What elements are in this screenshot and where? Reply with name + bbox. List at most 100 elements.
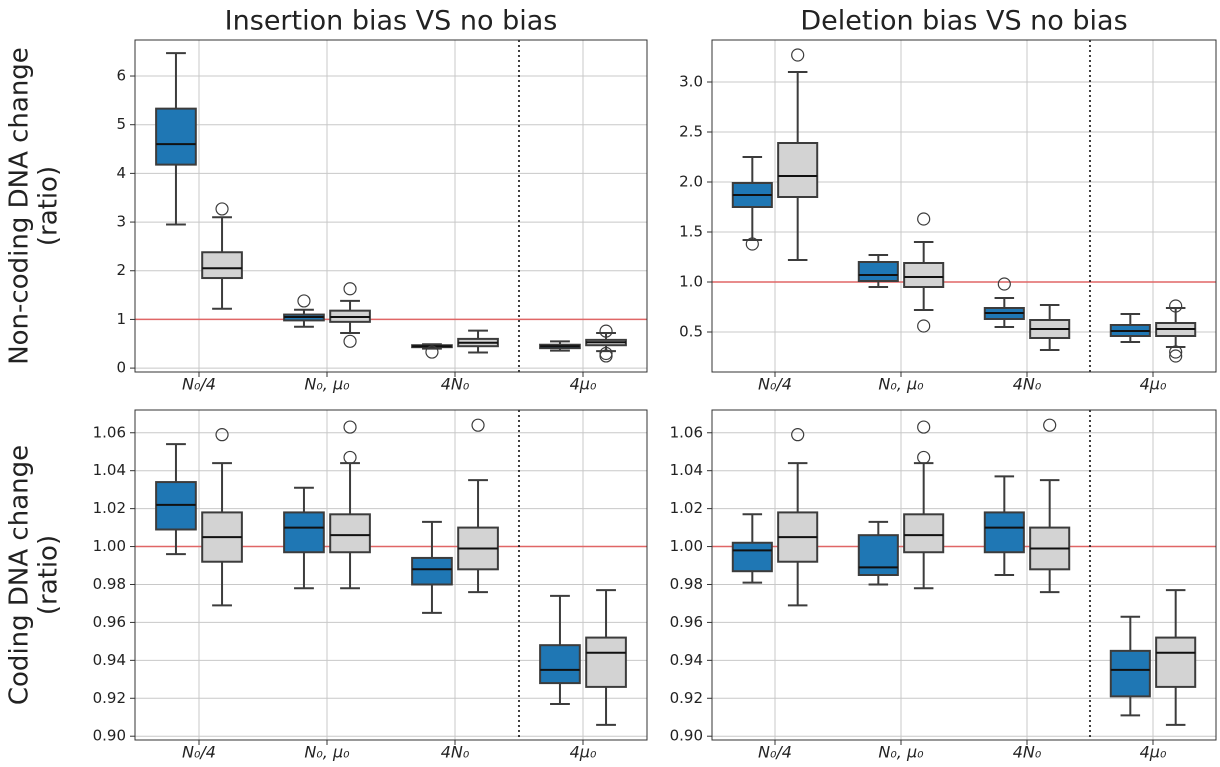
y-tick-label: 2 [116, 261, 126, 279]
box-group [1155, 589, 1197, 726]
axes-frame [134, 409, 648, 741]
x-tick-label: N₀/4 [758, 375, 792, 394]
box [585, 636, 627, 688]
box-group [411, 520, 453, 614]
flier [791, 48, 805, 62]
chart-title: Insertion bias VS no bias [225, 6, 558, 37]
box-group [155, 443, 197, 556]
box-group [283, 294, 325, 328]
box-group [411, 343, 453, 359]
box-group [283, 486, 325, 590]
box-group [1109, 615, 1151, 717]
y-tick-label: 4 [116, 164, 126, 182]
y-tick-label: 1.06 [93, 423, 126, 441]
y-tick-label: 6 [116, 67, 126, 85]
y-tick-label: 1.06 [670, 423, 703, 441]
box-group [329, 282, 371, 348]
y-tick-label: 1.02 [93, 499, 126, 517]
box-group [1029, 304, 1071, 351]
box [155, 107, 197, 166]
box [777, 142, 819, 198]
box-group [777, 428, 819, 607]
flier [1169, 349, 1183, 363]
y-tick-label: 0.98 [670, 575, 703, 593]
box-group [329, 420, 371, 590]
box-group [857, 520, 899, 586]
flier [599, 324, 613, 338]
y-tick-label: 0.96 [670, 613, 703, 631]
box-group [585, 589, 627, 726]
box-group [857, 254, 899, 288]
y-tick-label: 1.5 [679, 223, 703, 241]
x-tick-label: N₀, μ₀ [878, 375, 924, 394]
box [1155, 636, 1197, 688]
flier [917, 212, 931, 226]
y-axis-label: (ratio) [34, 166, 64, 246]
flier [1169, 299, 1183, 313]
x-tick-label: 4N₀ [1013, 375, 1042, 394]
box-group [731, 156, 773, 251]
flier [997, 277, 1011, 291]
x-tick-label: N₀/4 [182, 375, 216, 394]
flier [471, 418, 485, 432]
x-tick-label: 4N₀ [1013, 743, 1042, 762]
box-group [1155, 299, 1197, 363]
box-group [777, 48, 819, 261]
flier [599, 349, 613, 363]
flier [343, 334, 357, 348]
box-group [983, 277, 1025, 328]
box-group [155, 52, 197, 226]
flier [215, 202, 229, 216]
y-tick-label: 0.94 [670, 651, 703, 669]
y-tick-label: 0.90 [93, 727, 126, 745]
box [857, 261, 899, 282]
flier [343, 420, 357, 434]
y-tick-label: 0.94 [93, 651, 126, 669]
flier [1169, 345, 1183, 359]
x-tick-label: 4N₀ [441, 743, 470, 762]
x-tick-label: 4N₀ [441, 375, 470, 394]
box [983, 511, 1025, 554]
box-group [1109, 313, 1151, 343]
x-tick-label: 4μ₀ [570, 375, 597, 394]
y-tick-label: 0.96 [93, 613, 126, 631]
box-group [731, 513, 773, 584]
flier [917, 450, 931, 465]
box-group [457, 418, 499, 594]
axes-frame [711, 39, 1217, 373]
y-tick-label: 0 [116, 359, 126, 377]
box [1109, 649, 1151, 698]
x-tick-label: 4μ₀ [570, 743, 597, 762]
x-tick-label: 4μ₀ [1140, 743, 1167, 762]
y-tick-label: 5 [116, 115, 126, 133]
y-tick-label: 0.92 [670, 689, 703, 707]
flier [425, 345, 439, 359]
x-tick-label: N₀, μ₀ [878, 743, 924, 762]
y-tick-label: 0.90 [670, 727, 703, 745]
box [539, 644, 581, 685]
y-tick-label: 1.02 [670, 499, 703, 517]
x-tick-label: N₀/4 [758, 743, 792, 762]
box [903, 513, 945, 554]
y-tick-label: 3 [116, 213, 126, 231]
box-group [539, 340, 581, 352]
y-tick-label: 0.98 [93, 575, 126, 593]
y-tick-label: 2.0 [679, 173, 703, 191]
y-tick-label: 1.04 [93, 461, 126, 479]
flier [343, 450, 357, 465]
y-tick-label: 1.00 [670, 537, 703, 555]
box [903, 262, 945, 288]
box [283, 511, 325, 554]
axes-frame [134, 39, 648, 373]
y-axis-label: Coding DNA change [5, 445, 35, 705]
flier [745, 237, 759, 251]
axes-frame [711, 409, 1217, 741]
y-tick-label: 1 [116, 310, 126, 328]
flier [1043, 418, 1057, 432]
box-group [903, 420, 945, 590]
flier [917, 319, 931, 333]
y-tick-label: 0.5 [679, 323, 703, 341]
box-group [585, 324, 627, 363]
box-group [201, 428, 243, 607]
